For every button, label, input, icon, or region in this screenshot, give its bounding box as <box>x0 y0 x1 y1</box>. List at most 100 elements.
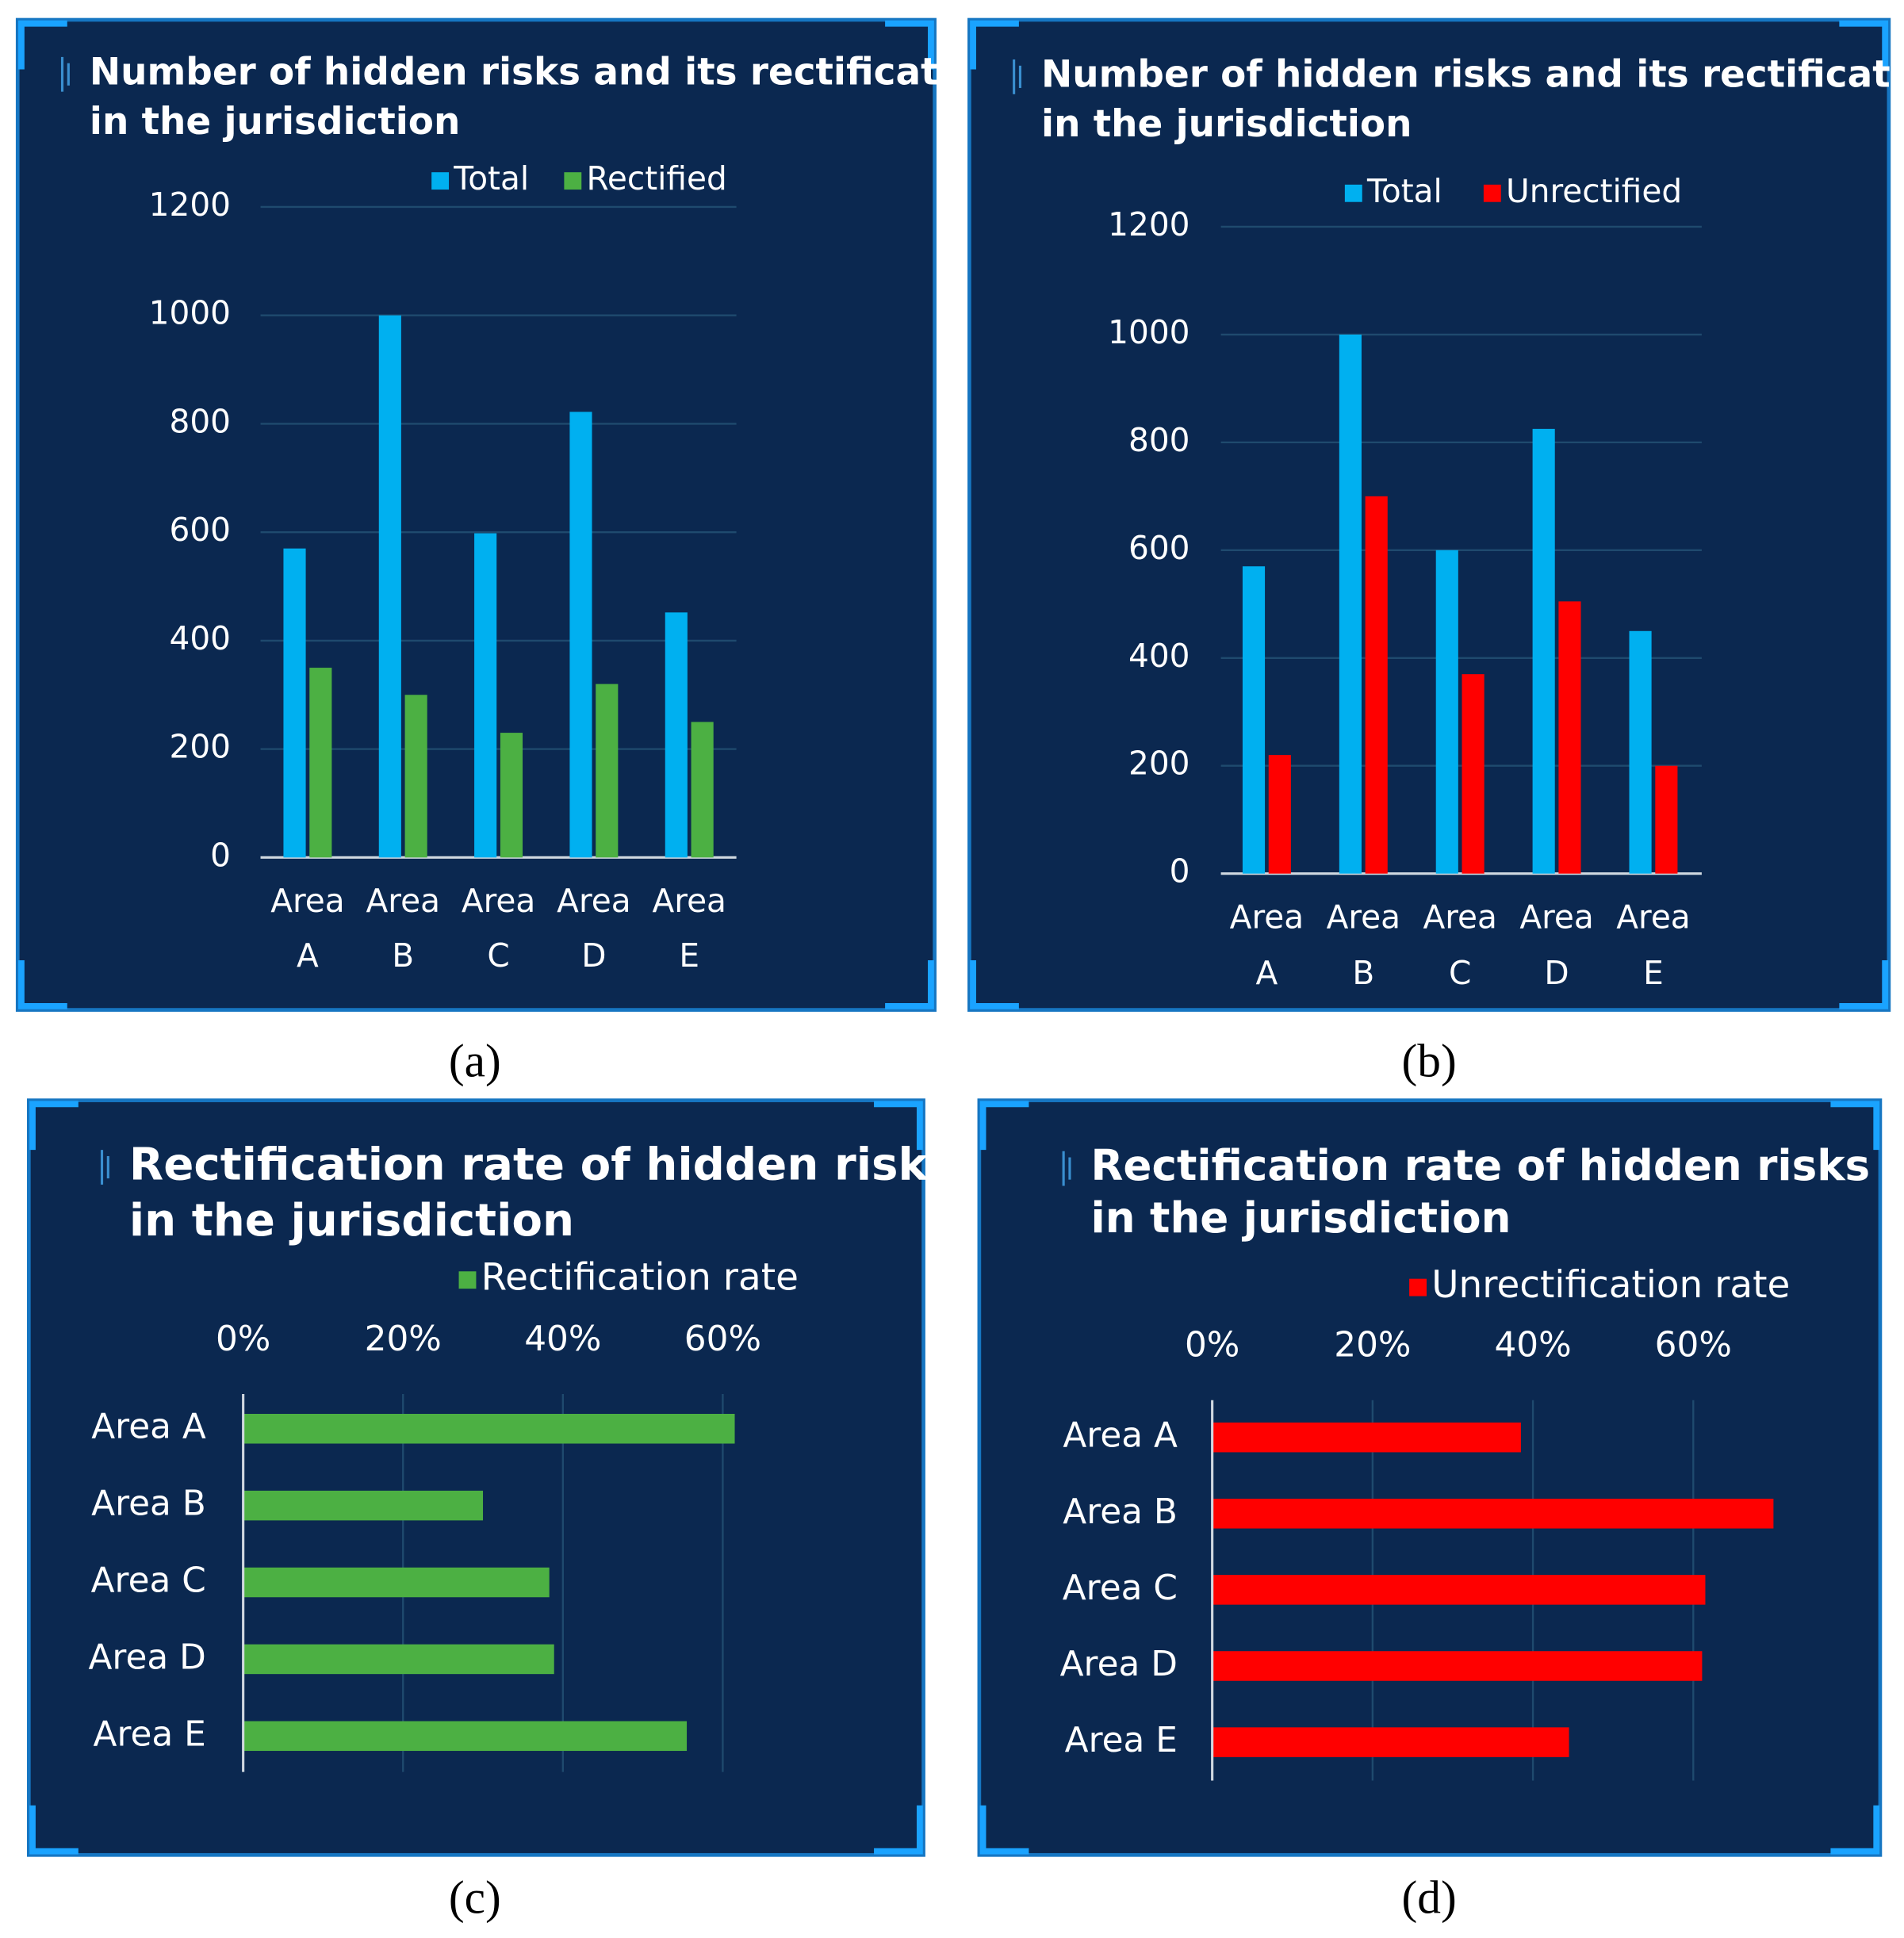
x-tick-label: Area B <box>366 882 440 975</box>
legend-label: Total <box>1366 172 1442 210</box>
chart-title: in the jurisdiction <box>1091 1193 1511 1243</box>
legend-swatch <box>431 172 450 190</box>
y-tick-label: Area B <box>1063 1492 1178 1532</box>
y-tick-label: Area E <box>1065 1720 1178 1760</box>
legend-swatch <box>1344 184 1362 202</box>
chart-title: Number of hidden risks and its rectifica… <box>90 50 1003 94</box>
bar <box>309 668 332 858</box>
x-tick-label: Area C <box>1423 898 1496 991</box>
corner-accent <box>970 20 1019 70</box>
x-tick-label: Area E <box>652 882 726 975</box>
chart-panel: Number of hidden risks and its rectifica… <box>15 17 1003 1012</box>
legend-swatch <box>1409 1278 1427 1296</box>
y-tick-label: 600 <box>170 511 232 549</box>
y-tick-label: Area D <box>1060 1644 1178 1684</box>
x-tick-label: Area D <box>557 882 630 975</box>
corner-accent <box>885 20 934 70</box>
corner-accent <box>18 960 67 1009</box>
legend-label: Unrectification rate <box>1431 1263 1790 1307</box>
y-tick-label: 0 <box>210 836 231 874</box>
corner-accent <box>979 1805 1029 1855</box>
y-tick-label: 1200 <box>149 186 231 224</box>
bar <box>1268 755 1291 874</box>
chart-title: Rectification rate of hidden risks <box>129 1139 954 1191</box>
x-tick-label: 40% <box>1494 1325 1571 1365</box>
bar <box>1339 334 1362 874</box>
panel-background <box>967 17 1891 1012</box>
chart-title: in the jurisdiction <box>129 1195 574 1247</box>
y-tick-label: 800 <box>1128 421 1190 459</box>
corner-accent <box>18 20 67 70</box>
y-tick-label: Area C <box>91 1561 206 1601</box>
bar <box>1212 1422 1521 1453</box>
bar <box>404 695 427 858</box>
corner-accent <box>29 1805 79 1855</box>
chart-title: Rectification rate of hidden risks <box>1091 1141 1871 1190</box>
panel-label: (c) <box>449 1871 501 1923</box>
y-tick-label: 200 <box>1128 745 1190 783</box>
x-tick-label: Area E <box>1616 898 1690 991</box>
bar <box>474 533 497 858</box>
legend-label: Rectified <box>587 159 727 197</box>
bar <box>569 412 592 858</box>
corner-accent <box>885 960 934 1009</box>
corner-accent <box>874 1805 923 1855</box>
y-tick-label: Area B <box>91 1484 206 1524</box>
bar <box>1242 566 1266 874</box>
chart-title: in the jurisdiction <box>1041 102 1412 146</box>
bar <box>283 548 306 858</box>
x-tick-label: Area C <box>462 882 535 975</box>
bar <box>1629 630 1652 874</box>
bar <box>596 684 619 858</box>
y-tick-label: 1000 <box>149 294 231 332</box>
x-tick-label: 60% <box>1655 1325 1732 1365</box>
legend-label: Rectification rate <box>481 1256 799 1300</box>
bar <box>1532 428 1555 874</box>
legend-label: Total <box>453 159 529 197</box>
x-tick-label: Area B <box>1327 898 1400 991</box>
y-tick-label: 600 <box>1128 529 1190 567</box>
chart-title: Number of hidden risks and its rectifica… <box>1041 52 1904 96</box>
bar <box>1462 674 1485 874</box>
y-tick-label: 200 <box>170 728 232 766</box>
x-tick-label: 0% <box>1185 1325 1239 1365</box>
y-tick-label: Area A <box>91 1407 206 1447</box>
x-tick-label: 20% <box>365 1319 442 1359</box>
chart-panel: Number of hidden risks and its rectifica… <box>967 17 1904 1012</box>
bar <box>243 1644 554 1675</box>
bar <box>1365 496 1388 874</box>
bar <box>665 612 688 858</box>
x-tick-label: Area A <box>1230 898 1304 991</box>
bar <box>243 1490 484 1521</box>
bar <box>500 733 523 858</box>
x-tick-label: 60% <box>684 1319 761 1359</box>
panel-label: (a) <box>449 1035 501 1087</box>
y-tick-label: 0 <box>1170 852 1190 890</box>
bar <box>1655 765 1678 874</box>
panel-label: (d) <box>1402 1871 1457 1923</box>
corner-accent <box>29 1101 79 1151</box>
bar <box>243 1567 550 1598</box>
corner-accent <box>1830 1101 1880 1151</box>
bar <box>1212 1651 1703 1681</box>
x-tick-label: Area A <box>270 882 344 975</box>
y-tick-label: 1200 <box>1108 205 1190 243</box>
bar <box>691 722 714 858</box>
bar <box>243 1413 735 1444</box>
bar <box>1212 1575 1706 1605</box>
bar <box>1558 601 1581 874</box>
bar <box>378 315 401 858</box>
x-tick-label: 20% <box>1334 1325 1411 1365</box>
chart-title: in the jurisdiction <box>90 100 460 144</box>
y-tick-label: 400 <box>1128 637 1190 675</box>
bar <box>243 1721 688 1752</box>
bar <box>1212 1727 1569 1757</box>
x-tick-label: Area D <box>1519 898 1593 991</box>
x-tick-label: 40% <box>524 1319 601 1359</box>
corner-accent <box>970 960 1019 1009</box>
y-tick-label: 800 <box>170 402 232 440</box>
y-tick-label: Area C <box>1063 1568 1178 1608</box>
